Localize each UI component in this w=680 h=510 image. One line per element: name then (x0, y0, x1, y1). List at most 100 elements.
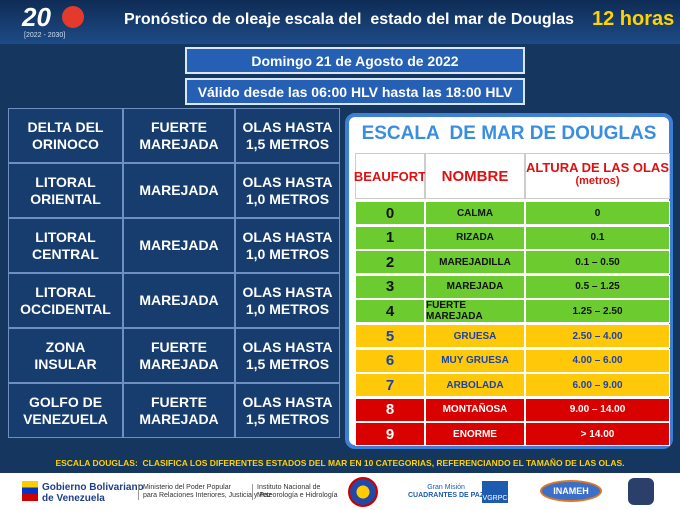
scale-cell: GRUESA (425, 324, 525, 348)
mission-line: CUADRANTES DE PAZ (408, 492, 485, 499)
scale-header: NOMBRE (425, 153, 525, 199)
scale-cell: 1.25 – 2.50 (525, 299, 670, 324)
table-cell: MAREJADA (123, 273, 235, 328)
scale-cell: CALMA (425, 201, 525, 225)
inameh-text: INAMEH (553, 486, 589, 496)
gov-line: de Venezuela (42, 493, 105, 504)
scale-cell: 9.00 – 14.00 (525, 397, 670, 422)
date: Domingo 21 de Agosto de 2022 (251, 52, 459, 69)
date-bar: Domingo 21 de Agosto de 2022 (185, 47, 525, 74)
scale-row: 7 ARBOLADA 6.00 – 9.00 (355, 373, 670, 398)
scale-cell: > 14.00 (525, 422, 670, 447)
table-cell: OLAS HASTA 1,0 METROS (235, 218, 340, 273)
shield-icon (628, 478, 654, 505)
scale-unit: (metros) (575, 175, 620, 187)
header: 20 [2022 - 2030] Pronóstico de oleaje es… (0, 0, 680, 44)
ministry-logo: Ministerio del Poder Popular para Relacio… (138, 484, 271, 500)
footnote-label: ESCALA DOUGLAS: (55, 458, 138, 468)
scale-cell: 0.5 – 1.25 (525, 274, 670, 299)
scale-row: 1 RIZADA 0.1 (355, 225, 670, 250)
scale-cell: FUERTE MAREJADA (425, 299, 525, 324)
table-cell: MAREJADA (123, 218, 235, 273)
scale-cell: 6.00 – 9.00 (525, 373, 670, 398)
table-cell: ZONA INSULAR (8, 328, 123, 383)
gov-logo: Gobierno Bolivariano de Venezuela (42, 482, 144, 504)
scale-cell: 6 (355, 348, 425, 373)
scale-cell: MONTAÑOSA (425, 397, 525, 422)
scale-cell: 8 (355, 397, 425, 422)
logo-mark: 20 (22, 2, 51, 32)
table-cell: LITORAL OCCIDENTAL (8, 273, 123, 328)
table-cell: MAREJADA (123, 163, 235, 218)
table-cell: OLAS HASTA 1,5 METROS (235, 328, 340, 383)
scale-cell: MAREJADA (425, 274, 525, 299)
scale-cell: 2 (355, 250, 425, 275)
scale-cell: ARBOLADA (425, 373, 525, 398)
title: Pronóstico de oleaje escala del estado d… (124, 11, 574, 28)
scale-cell: MAREJADILLA (425, 250, 525, 275)
inameh-logo: INAMEH (540, 480, 602, 502)
seal-icon (348, 477, 378, 507)
ministry-line: Ministerio del Poder Popular (143, 484, 231, 491)
scale-cell: 0.1 – 0.50 (525, 250, 670, 275)
logo-flower (62, 6, 84, 28)
douglas-scale: ESCALA DE MAR DE DOUGLAS BEAUFORT NOMBRE… (345, 113, 673, 449)
scale-row: 8 MONTAÑOSA 9.00 – 14.00 (355, 397, 670, 422)
scale-cell: 9 (355, 422, 425, 447)
scale-cell: 4 (355, 299, 425, 324)
scale-cell: 2.50 – 4.00 (525, 324, 670, 348)
scale-row: 3 MAREJADA 0.5 – 1.25 (355, 274, 670, 299)
scale-cell: MUY GRUESA (425, 348, 525, 373)
mission-logo: Gran Misión CUADRANTES DE PAZ (408, 484, 484, 500)
footnote-text: CLASIFICA LOS DIFERENTES ESTADOS DEL MAR… (142, 458, 625, 468)
vgrpc-text: VGRPC (482, 495, 508, 502)
table-cell: FUERTE MAREJADA (123, 328, 235, 383)
scale-cell: RIZADA (425, 225, 525, 250)
scale-row: 5 GRUESA 2.50 – 4.00 (355, 324, 670, 348)
table-cell: FUERTE MAREJADA (123, 108, 235, 163)
scale-cell: 1 (355, 225, 425, 250)
institute-logo: Instituto Nacional de Meteorología e Hidr… (252, 484, 338, 500)
mission-line: Gran Misión (427, 484, 465, 491)
institute-line: Meteorología e Hidrología (257, 492, 338, 499)
table-cell: GOLFO DE VENEZUELA (8, 383, 123, 438)
period: 12 horas (592, 8, 675, 30)
gov-line: Gobierno Bolivariano (42, 482, 144, 493)
table-cell: OLAS HASTA 1,5 METROS (235, 108, 340, 163)
scale-row: 2 MAREJADILLA 0.1 – 0.50 (355, 250, 670, 275)
logo-years: [2022 - 2030] (24, 32, 66, 39)
scale-cell: 0 (355, 201, 425, 225)
scale-row: 6 MUY GRUESA 4.00 – 6.00 (355, 348, 670, 373)
vgrpc-logo: VGRPC (482, 481, 508, 503)
scale-header: ALTURA DE LAS OLAS (526, 160, 669, 175)
scale-cell: ENORME (425, 422, 525, 447)
table-cell: LITORAL CENTRAL (8, 218, 123, 273)
institute-line: Instituto Nacional de (257, 484, 321, 491)
scale-row: 4 FUERTE MAREJADA 1.25 – 2.50 (355, 299, 670, 324)
scale-header-cell: ALTURA DE LAS OLAS (metros) (525, 153, 670, 199)
scale-cell: 0.1 (525, 225, 670, 250)
logo-bar: Gobierno Bolivariano de Venezuela Ministe… (0, 473, 680, 510)
scale-title: ESCALA DE MAR DE DOUGLAS (361, 123, 657, 144)
forecast-table: DELTA DEL ORINOCO FUERTE MAREJADA OLAS HAS… (8, 108, 340, 438)
scale-cell: 5 (355, 324, 425, 348)
scale-row: 9 ENORME > 14.00 (355, 422, 670, 447)
footnote: ESCALA DOUGLAS: CLASIFICA LOS DIFERENTES… (0, 458, 680, 468)
scale-cell: 3 (355, 274, 425, 299)
scale-row: 0 CALMA 0 (355, 201, 670, 225)
ministry-line: para Relaciones Interiores, Justicia y P… (143, 492, 272, 499)
scale-cell: 7 (355, 373, 425, 398)
scale-header: BEAUFORT (354, 153, 426, 199)
scale-cell: 4.00 – 6.00 (525, 348, 670, 373)
validity: Válido desde las 06:00 HLV hasta las 18:… (197, 83, 513, 100)
table-cell: FUERTE MAREJADA (123, 383, 235, 438)
table-cell: DELTA DEL ORINOCO (8, 108, 123, 163)
flag-icon (22, 481, 38, 501)
table-cell: LITORAL ORIENTAL (8, 163, 123, 218)
table-cell: OLAS HASTA 1,0 METROS (235, 273, 340, 328)
validity-bar: Válido desde las 06:00 HLV hasta las 18:… (185, 78, 525, 105)
scale-cell: 0 (525, 201, 670, 225)
table-cell: OLAS HASTA 1,0 METROS (235, 163, 340, 218)
table-cell: OLAS HASTA 1,5 METROS (235, 383, 340, 438)
